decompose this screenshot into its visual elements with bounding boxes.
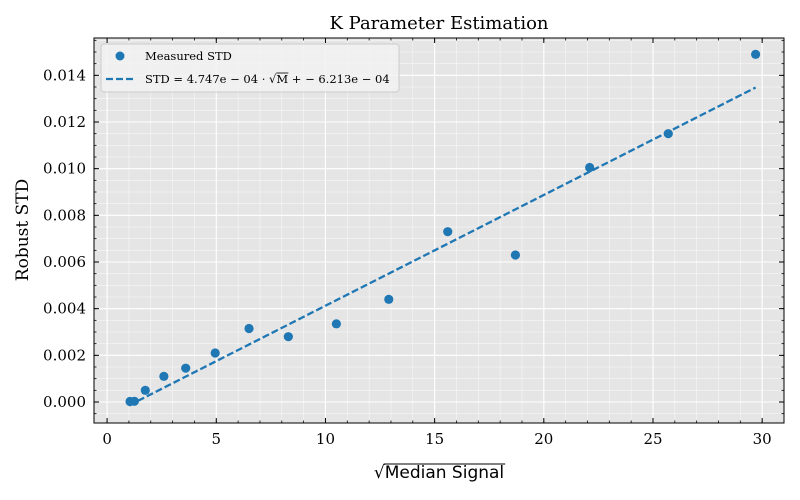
- x-tick-label: 25: [643, 430, 662, 448]
- legend-marker-measured: [115, 51, 125, 61]
- scatter-point: [663, 129, 673, 139]
- scatter-point: [140, 385, 150, 395]
- y-tick-label: 0.012: [43, 113, 86, 131]
- x-tick-label: 30: [753, 430, 772, 448]
- scatter-point: [751, 49, 761, 59]
- scatter-point: [159, 371, 169, 381]
- fit-label-rest: + − 6.213e − 04: [288, 72, 390, 86]
- y-tick-label: 0.014: [43, 66, 86, 84]
- x-tick-labels: 0 5 10 15 20 25 30: [102, 430, 771, 448]
- scatter-points: [125, 49, 761, 407]
- fit-label-radicand: M: [276, 72, 288, 86]
- legend-label-measured: Measured STD: [145, 49, 232, 63]
- scatter-point: [331, 319, 341, 329]
- scatter-point: [210, 348, 220, 358]
- fit-label-coef: 4.747e − 04 ·: [187, 72, 269, 86]
- x-tick-label: 5: [212, 430, 222, 448]
- fit-line: [128, 86, 757, 407]
- legend: Measured STD STD = 4.747e − 04 · √M + − …: [100, 43, 400, 93]
- plot-area: [94, 38, 784, 423]
- fit-label-eq: =: [170, 72, 187, 86]
- scatter-point: [585, 162, 595, 173]
- y-tick-label: 0.002: [43, 346, 86, 364]
- axis-ticks: [94, 38, 785, 423]
- x-tick-label: 20: [534, 430, 553, 448]
- scatter-point: [181, 363, 191, 373]
- x-tick-label: 10: [316, 430, 335, 448]
- chart-title: K Parameter Estimation: [329, 13, 548, 34]
- y-tick-label: 0.004: [43, 300, 86, 318]
- scatter-point: [129, 396, 139, 406]
- x-axis-title: √Median Signal: [374, 463, 504, 483]
- plot-frame: [93, 37, 785, 424]
- y-axis-title: Robust STD: [13, 179, 33, 281]
- scatter-point: [510, 250, 521, 260]
- y-tick-label: 0.010: [43, 160, 86, 178]
- fit-label-sqrt: √: [269, 72, 277, 86]
- legend-label-fit: STD = 4.747e − 04 · √M + − 6.213e − 04: [145, 72, 390, 86]
- legend-box: [100, 43, 400, 93]
- scatter-point: [244, 323, 254, 334]
- y-tick-label: 0.008: [43, 206, 86, 224]
- y-tick-label: 0.000: [43, 393, 86, 411]
- x-tick-label: 15: [425, 430, 444, 448]
- sqrt-radical-glyph: √: [374, 463, 385, 483]
- scatter-point: [283, 332, 293, 342]
- x-tick-label: 0: [102, 430, 112, 448]
- y-tick-labels: 0.000 0.002 0.004 0.006 0.008 0.010 0.012 0.014: [43, 66, 86, 411]
- major-grid: [94, 38, 784, 423]
- x-axis-title-text: Median Signal: [385, 463, 504, 483]
- scatter-point: [384, 294, 394, 304]
- fit-label-lhs: STD: [145, 72, 170, 86]
- fit-line-layer: [128, 86, 757, 407]
- y-tick-label: 0.006: [43, 253, 86, 271]
- scatter-point: [443, 227, 453, 237]
